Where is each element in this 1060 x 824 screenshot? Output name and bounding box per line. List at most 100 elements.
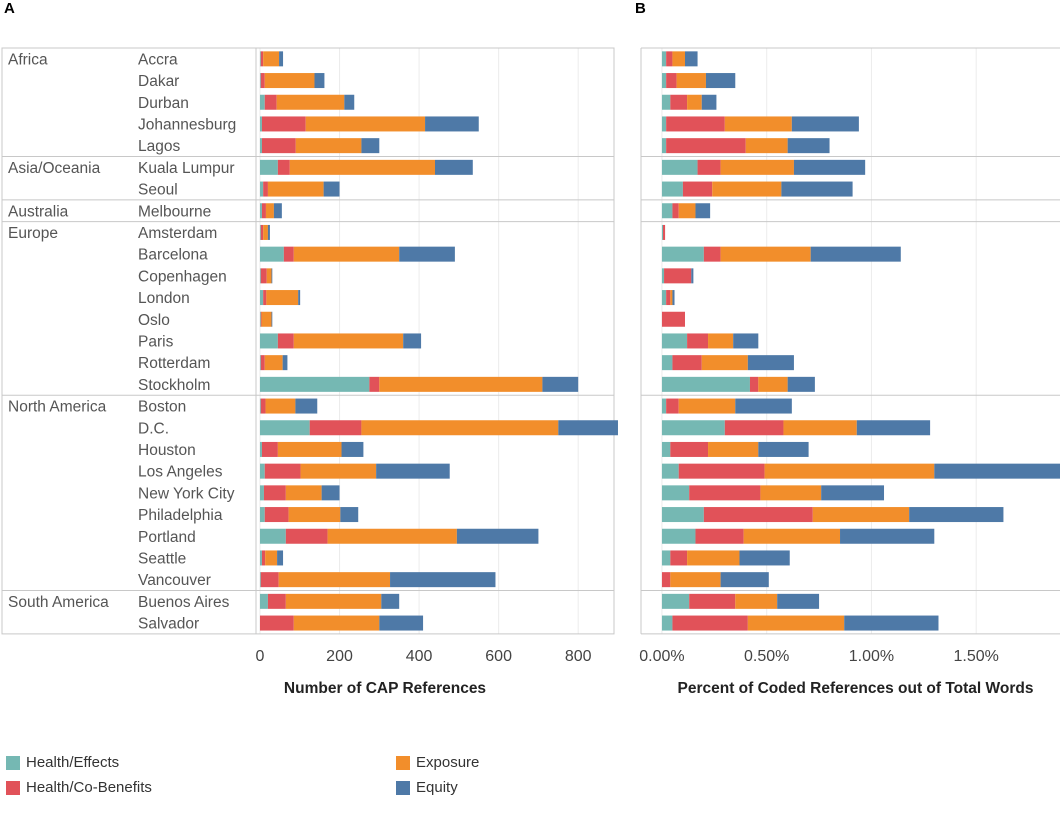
panel-a-bar-stockholm-equity [542, 376, 579, 392]
city-label-johannesburg: Johannesburg [138, 116, 236, 133]
panel-a-bar-d-c-exposure [361, 420, 559, 436]
panel-b-bar-boston-exposure [678, 398, 736, 414]
panel-b-bar-philadelphia-equity [909, 507, 1004, 523]
panel-a-bar-rotterdam-exposure [264, 355, 283, 371]
panel-b-bar-copenhagen-health-effects [661, 268, 665, 284]
region-label-south-america: South America [8, 594, 109, 611]
panel-b-bar-vancouver-health-co-benefits [661, 572, 671, 588]
panel-a-bar-vancouver-equity [390, 572, 496, 588]
panel-b-bar-los-angeles-equity [934, 463, 1060, 479]
panel-a-bar-seoul-equity [323, 181, 340, 197]
panel-a-bar-barcelona-health-co-benefits [283, 246, 294, 262]
panel-b-bar-seattle-health-co-benefits [670, 550, 688, 566]
panel-b-bar-kuala-lumpur-health-co-benefits [697, 159, 721, 175]
panel-a-bar-rotterdam-health-co-benefits [260, 355, 265, 371]
panel-b-bar-houston-health-co-benefits [670, 441, 709, 457]
panel-a-bar-kuala-lumpur-equity [435, 159, 473, 175]
panel-a-bar-portland-exposure [327, 528, 457, 544]
region-label-europe: Europe [8, 225, 58, 242]
panel-a-bar-los-angeles-equity [376, 463, 450, 479]
city-label-rotterdam: Rotterdam [138, 355, 210, 372]
panel-a-bar-oslo-equity [271, 311, 273, 327]
panel-a-tick-label: 200 [326, 648, 353, 665]
panel-a-bar-los-angeles-health-effects [259, 463, 265, 479]
panel-a-bar-vancouver-exposure [278, 572, 391, 588]
panel-b-axis-title: Percent of Coded References out of Total… [678, 680, 1034, 697]
panel-a-bar-paris-exposure [293, 333, 404, 349]
panel-b-bar-new-york-city-health-co-benefits [689, 485, 761, 501]
panel-b-bar-rotterdam-health-co-benefits [672, 355, 702, 371]
panel-a-bar-paris-health-effects [259, 333, 278, 349]
city-label-houston: Houston [138, 442, 196, 459]
city-label-lagos: Lagos [138, 138, 180, 155]
panel-b-bar-paris-health-effects [661, 333, 688, 349]
panel-b-bar-los-angeles-exposure [764, 463, 935, 479]
panel-a-axis-title: Number of CAP References [284, 680, 486, 697]
panel-a-bar-lagos-health-co-benefits [261, 138, 296, 154]
panel-a-bar-copenhagen-health-co-benefits [260, 268, 267, 284]
panel-b-bar-d-c-equity [856, 420, 931, 436]
panel-a-bar-seoul-health-co-benefits [263, 181, 268, 197]
panel-b-bar-copenhagen-health-co-benefits [664, 268, 692, 284]
panel-b-bar-oslo-health-co-benefits [661, 311, 685, 327]
panel-b-bar-seattle-health-effects [661, 550, 671, 566]
panel-b-bar-dakar-health-effects [661, 73, 667, 89]
panel-a-bar-boston-health-co-benefits [260, 398, 266, 414]
equity-swatch [396, 780, 410, 795]
panel-b-bar-barcelona-equity [810, 246, 901, 262]
panel-b-bar-kuala-lumpur-exposure [720, 159, 794, 175]
region-label-africa: Africa [8, 51, 48, 68]
panel-b-bar-paris-exposure [708, 333, 734, 349]
panel-a-bar-houston-health-co-benefits [261, 441, 278, 457]
legend-equity-label: Equity [416, 779, 458, 796]
legend-health-effects-label: Health/Effects [26, 754, 120, 771]
panel-b-bar-accra-equity [684, 51, 698, 67]
panel-a-bar-philadelphia-health-co-benefits [264, 507, 289, 523]
city-label-boston: Boston [138, 399, 186, 416]
panel-b-bar-kuala-lumpur-equity [793, 159, 866, 175]
panel-b-bar-salvador-exposure [747, 615, 845, 631]
panel-a-bar-salvador-equity [379, 615, 424, 631]
panel-b-bar-philadelphia-exposure [812, 507, 910, 523]
panel-b-bar-boston-health-effects [661, 398, 667, 414]
panel-b-bar-dakar-equity [705, 73, 736, 89]
panel-b-bar-paris-equity [733, 333, 759, 349]
panel-b-bar-salvador-health-effects [661, 615, 673, 631]
panel-a-bar-new-york-city-equity [321, 485, 340, 501]
panel-a-bar-new-york-city-health-co-benefits [263, 485, 286, 501]
panel-b-bar-new-york-city-equity [821, 485, 885, 501]
panel-a-bar-stockholm-health-effects [259, 376, 370, 392]
panel-b-bar-barcelona-health-effects [661, 246, 704, 262]
panel-b-bar-stockholm-equity [787, 376, 815, 392]
panel-b-bar-vancouver-exposure [670, 572, 721, 588]
panel-b-bar-lagos-health-co-benefits [666, 138, 746, 154]
panel-a-bar-lagos-exposure [295, 138, 362, 154]
panel-a-bar-portland-equity [456, 528, 539, 544]
panel-a-bar-portland-health-effects [259, 528, 286, 544]
panel-a-bar-dakar-exposure [264, 73, 315, 89]
panel-a-bar-london-equity [298, 290, 301, 306]
city-label-portland: Portland [138, 529, 196, 546]
panel-b-bar-johannesburg-exposure [724, 116, 792, 132]
panel-b-bar-amsterdam-health-co-benefits [662, 224, 666, 240]
panel-b-bar-d-c-exposure [783, 420, 857, 436]
panel-a-frame [1, 47, 615, 635]
panel-b-bar-d-c-health-co-benefits [724, 420, 784, 436]
panel-b-bar-copenhagen-equity [691, 268, 694, 284]
panel-a-bar-lagos-equity [361, 138, 380, 154]
panel-a-bar-melbourne-equity [273, 203, 282, 219]
region-label-north-america: North America [8, 399, 107, 416]
panel-a-bar-seattle-exposure [265, 550, 278, 566]
panel-b-bar-lagos-health-effects [661, 138, 667, 154]
panel-a-bar-amsterdam-exposure [263, 224, 268, 240]
panel-a-bar-boston-equity [295, 398, 318, 414]
panel-b-tick-label: 1.50% [954, 648, 999, 665]
panel-b-bar-london-health-co-benefits [666, 290, 671, 306]
region-label-australia: Australia [8, 203, 69, 220]
city-label-paris: Paris [138, 333, 174, 350]
panel-a-bar-durban-health-co-benefits [264, 94, 277, 110]
panel-a-bar-new-york-city-exposure [285, 485, 322, 501]
panel-b-bar-d-c-health-effects [661, 420, 725, 436]
city-label-buenos-aires: Buenos Aires [138, 594, 230, 611]
panel-b-bar-melbourne-equity [695, 203, 711, 219]
